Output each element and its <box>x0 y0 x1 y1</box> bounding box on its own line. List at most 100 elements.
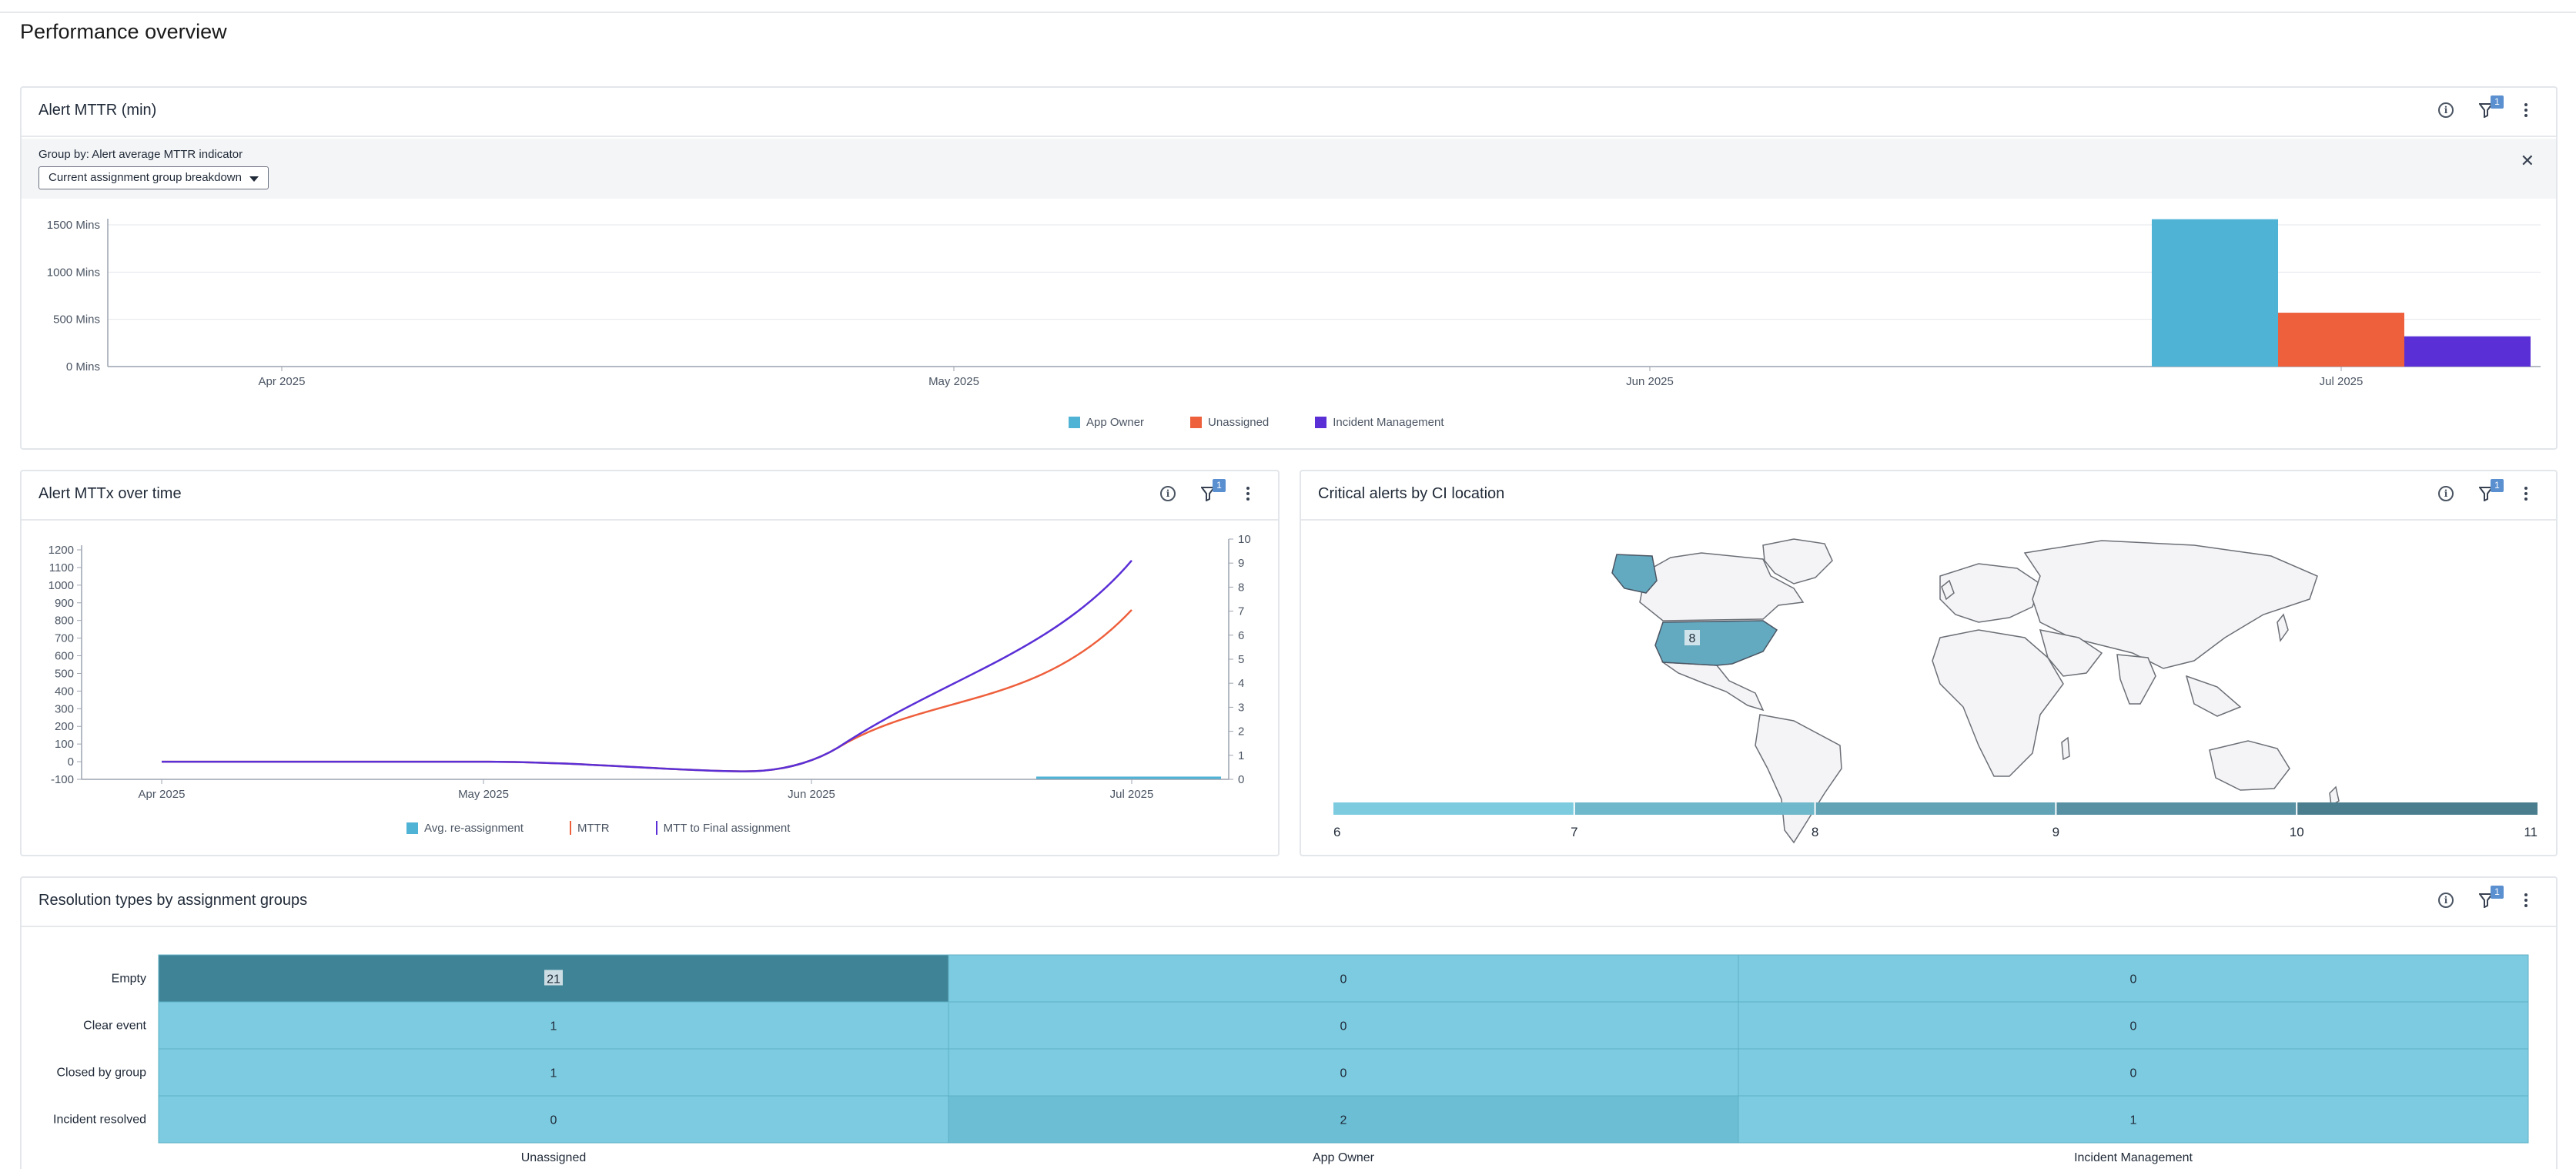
bar-avg-re-assignment <box>1036 776 1221 779</box>
info-icon[interactable]: i <box>2436 889 2456 912</box>
legend-item[interactable]: Unassigned <box>1190 416 1269 429</box>
y-left-tick-label: 700 <box>55 632 74 645</box>
critical-alerts-card: Critical alerts by CI location i 1 <box>1300 470 2558 856</box>
more-options-icon[interactable] <box>2516 889 2536 912</box>
filter-count-badge: 1 <box>1213 479 1226 492</box>
heatmap-value-bg <box>544 970 563 986</box>
y-right-tick-label: 7 <box>1238 605 1244 618</box>
map-region-new-zealand <box>2329 785 2340 807</box>
y-tick-label: 1500 Mins <box>47 219 100 232</box>
y-left-tick-label: 400 <box>55 685 74 698</box>
x-tick-label: Apr 2025 <box>259 375 306 388</box>
y-left-tick-label: 1200 <box>49 544 74 557</box>
y-left-tick-label: 1100 <box>49 561 74 574</box>
alert-mttx-legend: Avg. re-assignment MTTR MTT to Final assig… <box>406 821 790 835</box>
legend-label: App Owner <box>1086 416 1145 429</box>
map-region-madagascar <box>2061 736 2070 761</box>
legend-swatch <box>655 821 657 835</box>
group-by-select[interactable]: Current assignment group breakdown <box>38 166 269 189</box>
y-right-tick-label: 0 <box>1238 773 1244 786</box>
y-right-tick-label: 5 <box>1238 653 1244 666</box>
y-left-tick-label: 800 <box>55 615 74 628</box>
page-title: Performance overview <box>20 20 227 43</box>
x-tick-label: Apr 2025 <box>139 788 186 801</box>
legend-item[interactable]: App Owner <box>1069 416 1144 429</box>
card-header: Alert MTTx over time i 1 <box>22 471 1278 521</box>
legend-item[interactable]: Incident Management <box>1315 416 1444 429</box>
legend-item[interactable]: Avg. re-assignment <box>406 821 524 835</box>
legend-item[interactable]: MTT to Final assignment <box>655 821 790 835</box>
heatmap-row-label: Empty <box>112 973 146 986</box>
scale-tick-label: 7 <box>1571 825 1577 839</box>
info-icon[interactable]: i <box>2436 482 2456 505</box>
close-icon[interactable]: ✕ <box>2520 151 2534 170</box>
y-right-tick-label: 2 <box>1238 725 1244 739</box>
legend-swatch <box>1315 417 1327 428</box>
filter-count-badge: 1 <box>2491 886 2504 899</box>
heatmap-cell-value: 0 <box>2130 973 2137 986</box>
x-tick-label: Jun 2025 <box>1626 375 1674 388</box>
y-tick-label: 500 Mins <box>53 313 100 327</box>
alert-mttx-card: Alert MTTx over time i 1 -100 0 100 200 300 4… <box>20 470 1280 856</box>
card-header: Alert MTTR (min) i 1 <box>22 88 2556 137</box>
y-left-tick-label: 900 <box>55 597 74 610</box>
map-region-southeast-asia <box>2185 675 2242 717</box>
group-by-value: Current assignment group breakdown <box>49 171 242 184</box>
bar-app-owner <box>2152 219 2278 367</box>
heatmap-column-label: Incident Management <box>2074 1151 2193 1164</box>
card-header: Resolution types by assignment groups i … <box>22 878 2556 927</box>
card-title: Resolution types by assignment groups <box>38 892 308 909</box>
scale-tick-label: 8 <box>1812 825 1818 839</box>
map-region-united-states <box>1654 620 1778 666</box>
map-region-australia <box>2209 740 2290 791</box>
y-tick-label: 1000 Mins <box>47 266 100 279</box>
legend-label: Incident Management <box>1333 416 1444 429</box>
x-tick-label: Jul 2025 <box>2320 375 2364 388</box>
more-options-icon[interactable] <box>2516 99 2536 122</box>
heatmap-cell <box>158 1001 949 1050</box>
heatmap-column-label: Unassigned <box>521 1151 587 1164</box>
legend-item[interactable]: MTTR <box>569 821 610 835</box>
more-options-icon[interactable] <box>2516 482 2536 505</box>
map-region-europe <box>1939 563 2041 623</box>
scale-segment <box>1333 802 1574 815</box>
y-left-tick-label: 200 <box>55 720 74 733</box>
bar-unassigned <box>2278 313 2404 367</box>
alert-mttx-chart: -100010020030040050060070080090010001100… <box>49 533 1251 801</box>
info-icon[interactable]: i <box>1158 482 1178 505</box>
card-title: Alert MTTR (min) <box>38 102 157 119</box>
heatmap-cell-value: 2 <box>1340 1114 1347 1127</box>
y-right-tick-label: 4 <box>1238 677 1244 690</box>
heatmap-cell <box>1738 1048 2529 1097</box>
heatmap-cell-value: 21 <box>547 973 560 986</box>
filter-icon[interactable]: 1 <box>2476 886 2504 912</box>
heatmap-cell <box>1738 1001 2529 1050</box>
svg-text:8: 8 <box>1689 632 1696 645</box>
filter-count-badge: 1 <box>2491 479 2504 492</box>
scale-tick-label: 9 <box>2052 825 2059 839</box>
filter-icon[interactable]: 1 <box>2476 95 2504 122</box>
y-right-tick-label: 6 <box>1238 629 1244 642</box>
y-right-tick-label: 1 <box>1238 749 1244 762</box>
y-left-tick-label: 600 <box>55 650 74 663</box>
heatmap-cell <box>948 1048 1739 1097</box>
heatmap-cell <box>948 954 1739 1003</box>
map-region-value: 8 <box>1684 630 1700 645</box>
map-region-middle-east <box>2039 629 2103 677</box>
legend-label: Avg. re-assignment <box>424 821 524 835</box>
heatmap-cell <box>1738 954 2529 1003</box>
y-right-tick-label: 9 <box>1238 557 1244 570</box>
filter-count-badge: 1 <box>2491 95 2504 109</box>
map-region-africa <box>1932 629 2064 777</box>
map-region-alaska <box>1611 554 1658 594</box>
y-left-tick-label: 100 <box>55 738 74 751</box>
card-header: Critical alerts by CI location i 1 <box>1301 471 2556 521</box>
world-map[interactable]: 8 <box>1301 522 2556 846</box>
filter-icon[interactable]: 1 <box>1198 479 1226 505</box>
filter-icon[interactable]: 1 <box>2476 479 2504 505</box>
legend-swatch <box>406 822 418 834</box>
info-icon[interactable]: i <box>2436 99 2456 122</box>
more-options-icon[interactable] <box>1238 482 1258 505</box>
scale-segment <box>1815 802 2056 815</box>
heatmap-cell <box>1738 1095 2529 1144</box>
